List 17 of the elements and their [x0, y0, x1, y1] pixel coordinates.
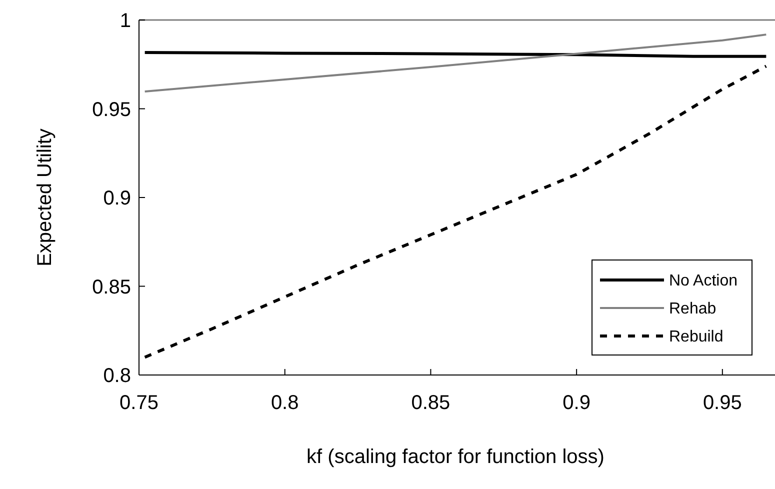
x-tick-label: 0.9: [562, 392, 590, 414]
y-tick-label: 0.95: [92, 98, 131, 121]
y-tick-label: 0.85: [92, 276, 131, 298]
legend-label: Rehab: [669, 300, 716, 318]
x-tick-label: 0.75: [120, 392, 158, 414]
x-tick-label: 0.8: [270, 392, 299, 414]
y-tick-label: 1: [120, 10, 131, 32]
line-series: [143, 64, 768, 359]
legend-label: Rebuild: [669, 328, 724, 346]
x-tick-label: 0.85: [411, 392, 450, 414]
y-axis-title: Expected Utility: [34, 128, 56, 266]
y-tick-label: 0.8: [103, 365, 131, 387]
line-series: [144, 34, 768, 93]
x-axis-title: kf (scaling factor for function loss): [306, 446, 604, 468]
y-tick-label: 0.9: [103, 188, 131, 210]
legend-label: No Action: [669, 272, 738, 290]
x-tick-label: 0.95: [702, 392, 742, 414]
